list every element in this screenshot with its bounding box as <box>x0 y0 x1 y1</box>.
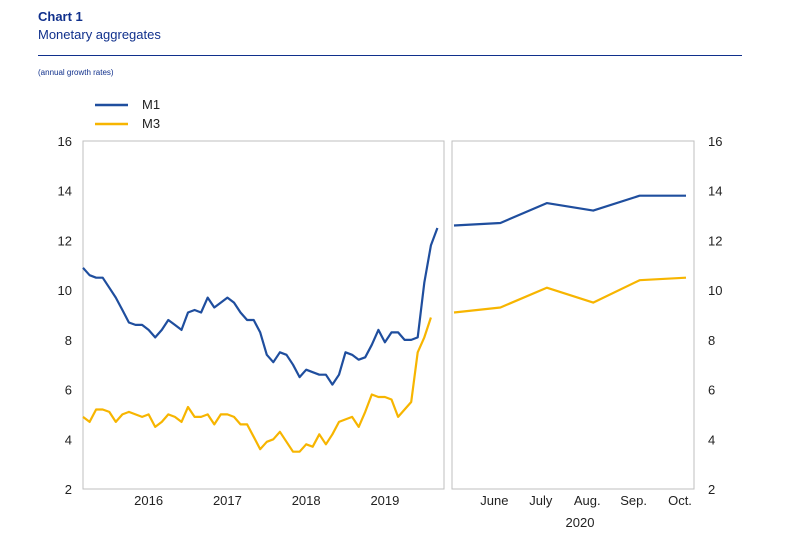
y-tick-label-left: 2 <box>65 482 72 497</box>
y-tick-label-right: 16 <box>708 134 722 149</box>
y-tick-label-left: 4 <box>65 432 72 447</box>
x-tick-label: 2018 <box>292 493 321 508</box>
right-panel-frame <box>451 140 695 490</box>
legend-m1-label: M1 <box>142 97 160 112</box>
y-tick-label-left: 12 <box>58 233 72 248</box>
y-tick-label-right: 8 <box>708 333 715 348</box>
x-tick-label: Oct. <box>668 493 692 508</box>
x-tick-label: 2019 <box>370 493 399 508</box>
y-tick-label-left: 10 <box>58 283 72 298</box>
axes: 2 2 4 4 6 6 8 8 10 10 12 12 14 14 16 16 2016 2017 2018 2019… <box>58 134 723 508</box>
chart-label: Chart 1 <box>38 9 83 24</box>
x-tick-label: 2016 <box>134 493 163 508</box>
m3-line-left <box>82 317 432 453</box>
y-tick-label-left: 8 <box>65 333 72 348</box>
y-tick-label-left: 16 <box>58 134 72 149</box>
y-tick-label-right: 10 <box>708 283 722 298</box>
m1-line-left <box>82 227 439 386</box>
y-tick-label-right: 14 <box>708 184 722 199</box>
x-tick-label: 2017 <box>213 493 242 508</box>
x-tick-label: July <box>529 493 553 508</box>
left-panel-frame <box>82 140 445 490</box>
m1-line-right <box>453 194 686 227</box>
y-tick-label-left: 6 <box>65 383 72 398</box>
y-tick-label-right: 2 <box>708 482 715 497</box>
x-tick-label: Sep. <box>620 493 647 508</box>
y-tick-label-right: 4 <box>708 432 715 447</box>
m3-line-right <box>453 276 687 314</box>
chart-subtitle: (annual growth rates) <box>38 68 114 77</box>
x-tick-label: June <box>480 493 508 508</box>
series-lines <box>82 194 687 453</box>
legend: M1 M3 <box>95 97 160 131</box>
y-tick-label-right: 12 <box>708 233 722 248</box>
y-tick-label-left: 14 <box>58 184 72 199</box>
y-tick-label-right: 6 <box>708 383 715 398</box>
x-tick-label: Aug. <box>574 493 601 508</box>
chart-title: Monetary aggregates <box>38 27 161 42</box>
legend-m3-label: M3 <box>142 116 160 131</box>
title-rule <box>38 55 742 56</box>
right-year-label: 2020 <box>566 515 595 530</box>
